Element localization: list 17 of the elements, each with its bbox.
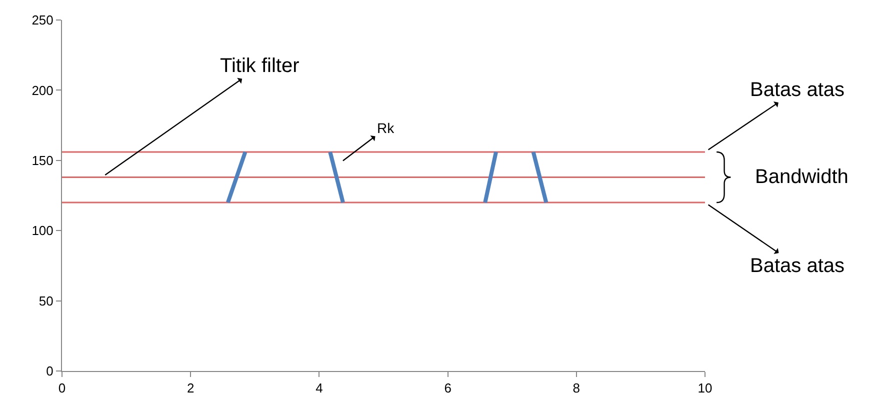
y-tick-label: 150 [32, 152, 54, 168]
x-tick-label: 10 [698, 380, 712, 396]
annotation: Titik filter [220, 55, 300, 77]
x-tick-label: 2 [186, 380, 194, 396]
y-tick-label: 250 [32, 12, 54, 28]
annotation: Batas atas [750, 255, 845, 277]
annotation: Batas atas [750, 79, 845, 101]
text: Bandwidth [755, 166, 848, 188]
y-tick-label: 0 [46, 364, 54, 379]
y-tick-label: 100 [32, 223, 54, 238]
x-tick-label: 0 [58, 380, 66, 396]
x-tick-label: 8 [572, 380, 580, 396]
y-tick-label: 50 [38, 293, 54, 308]
x-tick-label: 4 [316, 380, 323, 396]
annotation: Rk [377, 120, 396, 136]
x-tick-label: 6 [444, 380, 452, 396]
y-tick-label: 200 [32, 82, 54, 98]
